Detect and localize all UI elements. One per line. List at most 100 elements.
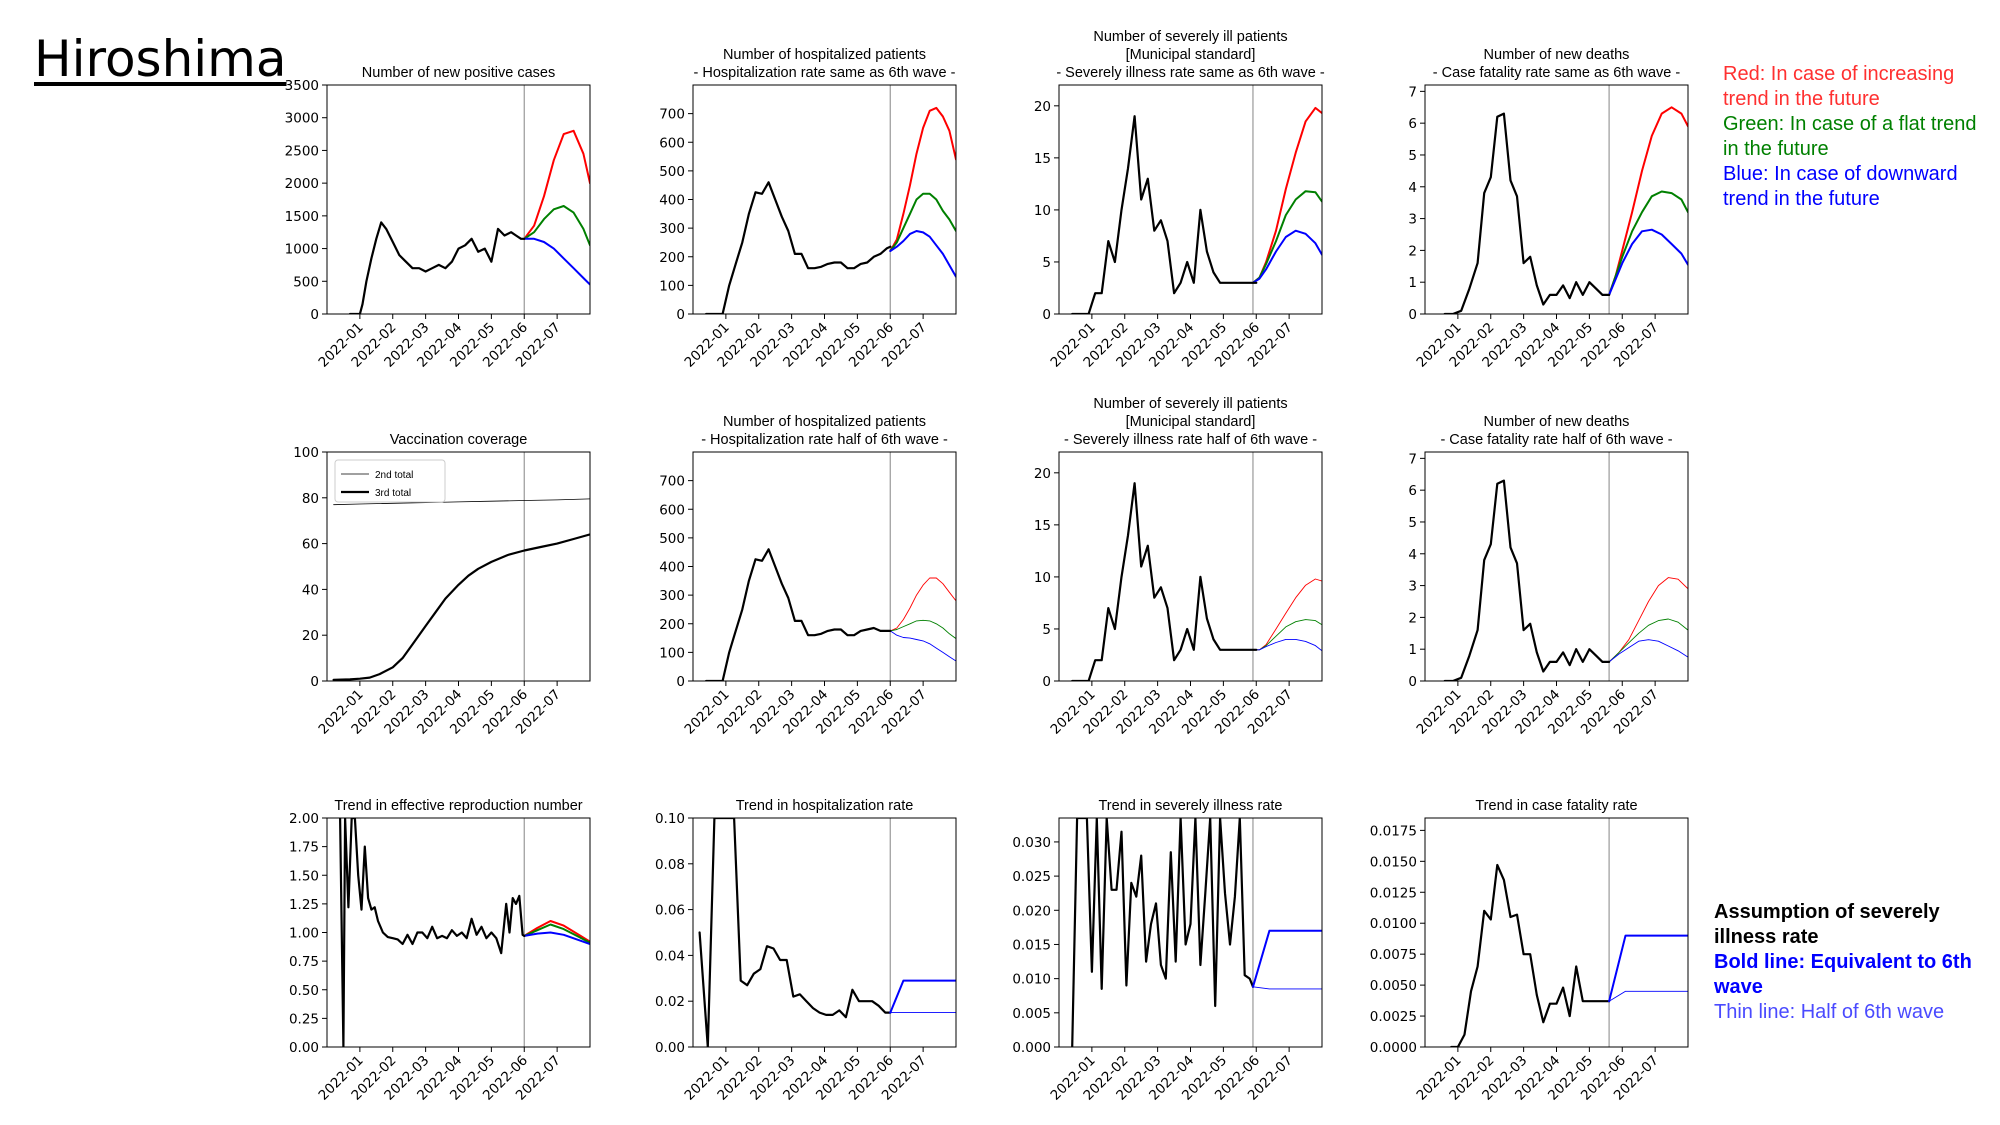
y-tick-label: 300 [659, 588, 685, 604]
observed-line [1443, 112, 1611, 314]
chart-title-line: Number of hospitalized patients [723, 414, 926, 430]
y-tick-label: 0.010 [1012, 972, 1051, 988]
chart-title-line: Number of new positive cases [362, 65, 555, 81]
plot-frame [1424, 817, 1689, 1048]
y-tick-label: 100 [659, 278, 685, 294]
chart-title-line: - Hospitalization rate half of 6th wave … [701, 432, 948, 448]
plot-frame [1424, 451, 1689, 682]
scenario-line-increasing [1608, 577, 1688, 663]
observed-line [1450, 863, 1611, 1047]
rate-assumption-legend: Assumption of severely illness rate Bold… [1714, 900, 1984, 1025]
y-tick-label: 2 [1408, 243, 1417, 259]
chart-vaccination: Vaccination coverage0204060801002022-012… [293, 432, 591, 738]
plot-frame [1424, 84, 1689, 315]
plot-frame [1058, 451, 1323, 682]
y-tick-label: 400 [659, 560, 685, 576]
y-tick-label: 0.00 [289, 1040, 319, 1056]
plot-frame [692, 817, 957, 1048]
chart-plot-area [1071, 818, 1322, 1047]
y-tick-label: 400 [659, 193, 685, 209]
y-tick-label: 15 [1034, 518, 1051, 534]
y-tick-label: 0.015 [1012, 937, 1051, 953]
scenario-line-downward [523, 237, 590, 286]
observed-line [1071, 482, 1258, 681]
chart-plot-area [1071, 452, 1322, 681]
y-tick-label: 100 [293, 445, 319, 461]
y-tick-label: 15 [1034, 151, 1051, 167]
chart-title-line: Number of severely ill patients [1093, 29, 1287, 45]
chart-title-line: - Severely illness rate half of 6th wave… [1064, 432, 1317, 448]
y-tick-label: 20 [1034, 466, 1051, 482]
observed-line [1443, 479, 1611, 681]
scenario-line-flat [523, 923, 590, 944]
chart-plot-area [698, 818, 956, 1047]
observed-line [339, 818, 526, 1047]
y-tick-label: 0 [1042, 307, 1051, 323]
y-tick-label: 0.10 [655, 811, 685, 827]
chart-rt-trend: Trend in effective reproduction number 0.… [289, 798, 591, 1104]
y-tick-label: 0.75 [289, 954, 319, 970]
y-tick-label: 0.04 [655, 948, 685, 964]
chart-title-line: Number of hospitalized patients [723, 47, 926, 63]
y-tick-label: 1.75 [289, 840, 319, 856]
plot-frame [326, 817, 591, 1048]
rate-legend-heading: Assumption of severely illness rate [1714, 901, 1940, 948]
y-tick-label: 0.00 [655, 1040, 685, 1056]
scenario-line-flat [889, 192, 956, 252]
y-tick-label: 0.020 [1012, 903, 1051, 919]
chart-hosp-same: Number of hospitalized patients - Hospita… [659, 47, 957, 371]
y-tick-label: 40 [302, 582, 319, 598]
y-tick-label: 4 [1408, 547, 1417, 563]
scenario-line-increasing [523, 920, 590, 943]
chart-title-line: [Municipal standard] [1126, 414, 1256, 430]
rate-legend-bold: Bold line: Equivalent to 6th wave [1714, 951, 1972, 998]
observed-line [704, 548, 892, 681]
y-tick-label: 0.0175 [1370, 823, 1417, 839]
y-tick-label: 0.025 [1012, 869, 1051, 885]
chart-title-line: Trend in effective reproduction number [334, 798, 582, 814]
chart-hosp-rate: Trend in hospitalization rate 0.00 0.02 0.0… [655, 798, 957, 1104]
y-tick-label: 200 [659, 250, 685, 266]
y-tick-label: 0.25 [289, 1011, 319, 1027]
y-tick-label: 1.00 [289, 926, 319, 942]
scenario-line-increasing [523, 129, 590, 240]
scenario-line-downward [889, 230, 956, 278]
scenario-line-flat [523, 205, 590, 247]
legend-downward: Blue: In case of downward trend in the f… [1723, 163, 1958, 210]
y-tick-label: 500 [659, 164, 685, 180]
scenario-line-downward [1252, 638, 1322, 652]
scenario-line-downward [523, 931, 590, 945]
chart-plot-area [704, 85, 956, 314]
observed-line [1071, 818, 1255, 1047]
y-tick-label: 5 [1042, 255, 1051, 271]
y-tick-label: 0 [310, 307, 319, 323]
chart-plot-area [1443, 85, 1688, 314]
y-tick-label: 2500 [285, 143, 319, 159]
scenario-line-downward [889, 630, 956, 662]
scenario-line-downward [1608, 639, 1688, 663]
y-tick-label: 0 [676, 307, 685, 323]
y-tick-label: 0.06 [655, 903, 685, 919]
scenario-line-flat [889, 619, 956, 640]
y-tick-label: 600 [659, 502, 685, 518]
plot-frame [326, 84, 591, 315]
plot-frame [1058, 817, 1323, 1048]
chart-deaths-same: Number of new deaths - Case fatality rate… [1408, 47, 1689, 371]
y-tick-label: 0.0100 [1370, 916, 1417, 932]
plot-frame [1058, 84, 1323, 315]
y-tick-label: 1.25 [289, 897, 319, 913]
chart-title-line: - Severely illness rate same as 6th wave… [1056, 65, 1325, 81]
y-tick-label: 10 [1034, 203, 1051, 219]
y-tick-label: 2000 [285, 176, 319, 192]
y-tick-label: 700 [659, 474, 685, 490]
y-tick-label: 0.02 [655, 994, 685, 1010]
y-tick-label: 500 [659, 531, 685, 547]
y-tick-label: 1 [1408, 642, 1417, 658]
y-tick-label: 3 [1408, 212, 1417, 228]
y-tick-label: 5 [1408, 148, 1417, 164]
chart-severe-rate: Trend in severely illness rate 0.000 0.005… [1012, 798, 1323, 1104]
y-tick-label: 0.0075 [1370, 947, 1417, 963]
y-tick-label: 0 [1042, 674, 1051, 690]
observed-line [1071, 115, 1258, 314]
chart-plot-area [704, 452, 956, 681]
